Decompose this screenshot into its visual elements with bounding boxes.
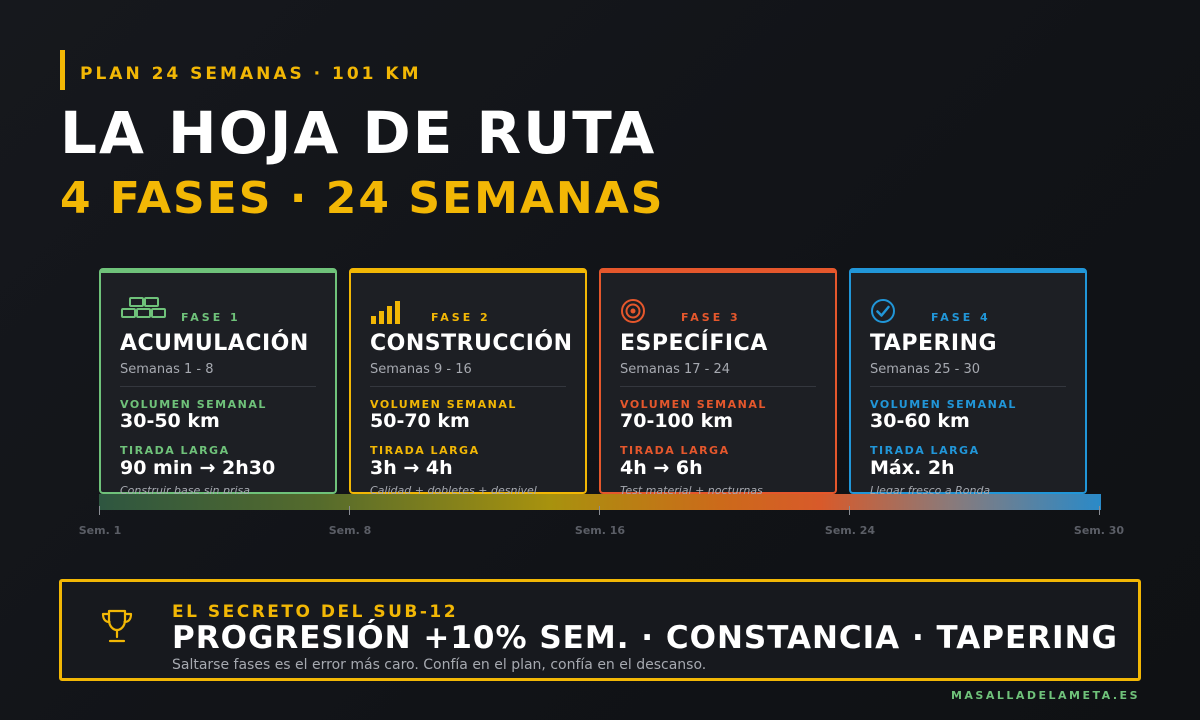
timeline-tick-label: Sem. 30 bbox=[1073, 524, 1125, 537]
phase-name: CONSTRUCCIÓN bbox=[370, 331, 573, 356]
phase-name: ESPECÍFICA bbox=[620, 331, 768, 356]
phase-name: TAPERING bbox=[870, 331, 998, 356]
card-divider bbox=[120, 386, 316, 387]
card-divider bbox=[620, 386, 816, 387]
phase-note: Construir base sin prisa bbox=[120, 484, 251, 497]
target-icon bbox=[621, 299, 645, 323]
secret-callout: EL SECRETO DEL SUB-12 PROGRESIÓN +10% SE… bbox=[59, 579, 1141, 681]
volume-label: VOLUMEN SEMANAL bbox=[370, 398, 517, 411]
volume-value: 30-50 km bbox=[120, 410, 220, 432]
volume-value: 50-70 km bbox=[370, 410, 470, 432]
long-run-value: 90 min → 2h30 bbox=[120, 457, 276, 479]
timeline-tick bbox=[349, 506, 350, 515]
phase-label: FASE 1 bbox=[181, 311, 241, 324]
secret-title: PROGRESIÓN +10% SEM. · CONSTANCIA · TAPE… bbox=[172, 620, 1118, 656]
long-run-label: TIRADA LARGA bbox=[620, 444, 730, 457]
volume-value: 30-60 km bbox=[870, 410, 970, 432]
phase-label: FASE 2 bbox=[431, 311, 491, 324]
phase-card-4: FASE 4 TAPERING Semanas 25 - 30 VOLUMEN … bbox=[849, 268, 1087, 497]
phase-note: Llegar fresco a Ronda bbox=[870, 484, 991, 497]
kicker-accent-bar bbox=[60, 50, 65, 90]
phase-card-2: FASE 2 CONSTRUCCIÓN Semanas 9 - 16 VOLUM… bbox=[349, 268, 587, 497]
card-divider bbox=[870, 386, 1066, 387]
timeline-tick-label: Sem. 8 bbox=[328, 524, 372, 537]
header-kicker: PLAN 24 SEMANAS · 101 KM bbox=[80, 64, 422, 84]
long-run-label: TIRADA LARGA bbox=[870, 444, 980, 457]
phase-weeks: Semanas 25 - 30 bbox=[870, 362, 981, 377]
signal-bars-icon bbox=[371, 301, 400, 324]
volume-label: VOLUMEN SEMANAL bbox=[620, 398, 767, 411]
timeline-tick-label: Sem. 1 bbox=[78, 524, 122, 537]
timeline-tick bbox=[1099, 506, 1100, 515]
secret-kicker: EL SECRETO DEL SUB-12 bbox=[172, 602, 459, 622]
phase-note: Test material + nocturnas bbox=[620, 484, 763, 497]
timeline-tick bbox=[849, 506, 850, 515]
phase-note: Calidad + dobletes + desnivel bbox=[370, 484, 537, 497]
phase-weeks: Semanas 9 - 16 bbox=[370, 362, 472, 377]
long-run-value: Máx. 2h bbox=[870, 457, 955, 479]
long-run-value: 3h → 4h bbox=[370, 457, 453, 479]
volume-label: VOLUMEN SEMANAL bbox=[870, 398, 1017, 411]
phase-label: FASE 4 bbox=[931, 311, 991, 324]
page-title: LA HOJA DE RUTA bbox=[60, 99, 657, 167]
timeline-tick bbox=[99, 506, 100, 515]
phase-card-3: FASE 3 ESPECÍFICA Semanas 17 - 24 VOLUME… bbox=[599, 268, 837, 497]
card-divider bbox=[370, 386, 566, 387]
phase-label: FASE 3 bbox=[681, 311, 741, 324]
timeline-bar bbox=[99, 494, 1101, 510]
long-run-label: TIRADA LARGA bbox=[120, 444, 230, 457]
long-run-value: 4h → 6h bbox=[620, 457, 703, 479]
volume-label: VOLUMEN SEMANAL bbox=[120, 398, 267, 411]
long-run-label: TIRADA LARGA bbox=[370, 444, 480, 457]
timeline-tick-label: Sem. 24 bbox=[824, 524, 876, 537]
phase-card-1: FASE 1 ACUMULACIÓN Semanas 1 - 8 VOLUMEN… bbox=[99, 268, 337, 497]
volume-value: 70-100 km bbox=[620, 410, 734, 432]
phase-weeks: Semanas 17 - 24 bbox=[620, 362, 731, 377]
phase-weeks: Semanas 1 - 8 bbox=[120, 362, 214, 377]
check-circle-icon bbox=[871, 299, 895, 323]
timeline-tick-label: Sem. 16 bbox=[574, 524, 626, 537]
footer-url: MASALLADELAMETA.ES bbox=[950, 689, 1140, 702]
bricks-icon bbox=[121, 297, 166, 318]
trophy-icon bbox=[101, 609, 133, 643]
page-subtitle: 4 FASES · 24 SEMANAS bbox=[60, 173, 665, 224]
timeline-tick bbox=[599, 506, 600, 515]
secret-text: Saltarse fases es el error más caro. Con… bbox=[172, 657, 707, 673]
phase-name: ACUMULACIÓN bbox=[120, 331, 309, 356]
